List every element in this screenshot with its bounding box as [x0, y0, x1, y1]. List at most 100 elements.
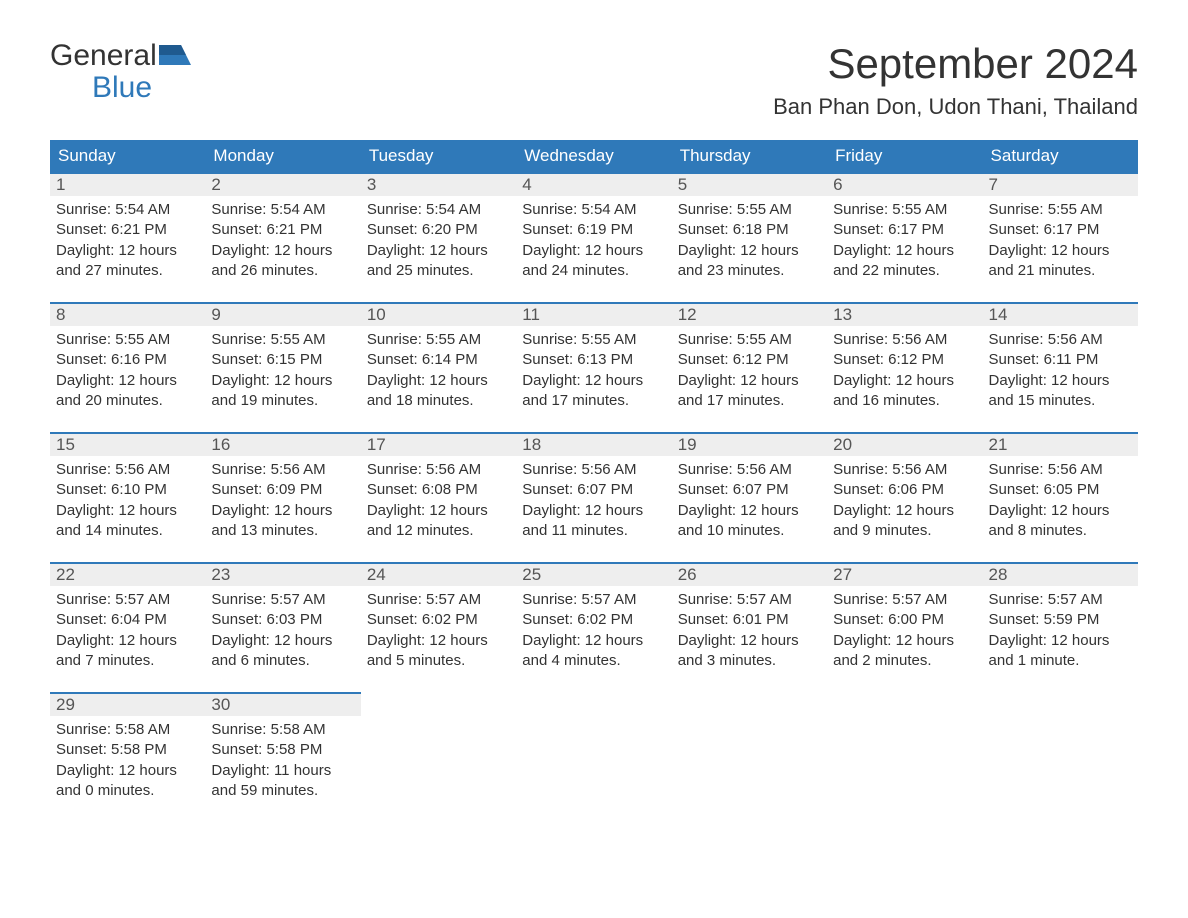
sunset-text: Sunset: 6:21 PM: [211, 220, 354, 240]
sunset-text: Sunset: 6:05 PM: [989, 480, 1132, 500]
day-number: 2: [205, 174, 360, 196]
calendar-week-row: 22Sunrise: 5:57 AMSunset: 6:04 PMDayligh…: [50, 563, 1138, 693]
calendar-day-cell: [516, 693, 671, 822]
logo-flag-icon: [159, 40, 191, 72]
calendar-table: Sunday Monday Tuesday Wednesday Thursday…: [50, 140, 1138, 822]
daylight-text: Daylight: 12 hours and 13 minutes.: [211, 501, 354, 542]
day-number: 1: [50, 174, 205, 196]
day-body: Sunrise: 5:55 AMSunset: 6:14 PMDaylight:…: [361, 326, 516, 417]
sunrise-text: Sunrise: 5:55 AM: [678, 330, 821, 350]
day-body: Sunrise: 5:57 AMSunset: 6:04 PMDaylight:…: [50, 586, 205, 677]
day-number: 10: [361, 304, 516, 326]
sunset-text: Sunset: 6:14 PM: [367, 350, 510, 370]
daylight-text: Daylight: 12 hours and 10 minutes.: [678, 501, 821, 542]
day-body: Sunrise: 5:55 AMSunset: 6:18 PMDaylight:…: [672, 196, 827, 287]
sunset-text: Sunset: 6:15 PM: [211, 350, 354, 370]
logo-text-top: General: [50, 40, 157, 72]
col-monday: Monday: [205, 140, 360, 173]
calendar-day-cell: [672, 693, 827, 822]
calendar-day-cell: 20Sunrise: 5:56 AMSunset: 6:06 PMDayligh…: [827, 433, 982, 563]
sunrise-text: Sunrise: 5:56 AM: [367, 460, 510, 480]
sunset-text: Sunset: 6:07 PM: [522, 480, 665, 500]
day-number: 7: [983, 174, 1138, 196]
day-number: 30: [205, 694, 360, 716]
sunset-text: Sunset: 6:09 PM: [211, 480, 354, 500]
sunrise-text: Sunrise: 5:57 AM: [367, 590, 510, 610]
calendar-day-cell: 27Sunrise: 5:57 AMSunset: 6:00 PMDayligh…: [827, 563, 982, 693]
sunset-text: Sunset: 6:17 PM: [833, 220, 976, 240]
daylight-text: Daylight: 12 hours and 27 minutes.: [56, 241, 199, 282]
day-body: Sunrise: 5:55 AMSunset: 6:12 PMDaylight:…: [672, 326, 827, 417]
calendar-day-cell: 12Sunrise: 5:55 AMSunset: 6:12 PMDayligh…: [672, 303, 827, 433]
day-number: 26: [672, 564, 827, 586]
calendar-day-cell: 11Sunrise: 5:55 AMSunset: 6:13 PMDayligh…: [516, 303, 671, 433]
sunset-text: Sunset: 6:20 PM: [367, 220, 510, 240]
daylight-text: Daylight: 12 hours and 22 minutes.: [833, 241, 976, 282]
day-number: 24: [361, 564, 516, 586]
daylight-text: Daylight: 12 hours and 2 minutes.: [833, 631, 976, 672]
calendar-week-row: 29Sunrise: 5:58 AMSunset: 5:58 PMDayligh…: [50, 693, 1138, 822]
sunset-text: Sunset: 6:10 PM: [56, 480, 199, 500]
daylight-text: Daylight: 12 hours and 17 minutes.: [522, 371, 665, 412]
sunrise-text: Sunrise: 5:57 AM: [678, 590, 821, 610]
day-number: 20: [827, 434, 982, 456]
calendar-day-cell: 16Sunrise: 5:56 AMSunset: 6:09 PMDayligh…: [205, 433, 360, 563]
sunset-text: Sunset: 6:13 PM: [522, 350, 665, 370]
day-body: Sunrise: 5:56 AMSunset: 6:07 PMDaylight:…: [672, 456, 827, 547]
sunrise-text: Sunrise: 5:54 AM: [522, 200, 665, 220]
sunrise-text: Sunrise: 5:56 AM: [989, 330, 1132, 350]
header: General Blue September 2024 Ban Phan Don…: [50, 40, 1138, 120]
day-number: 22: [50, 564, 205, 586]
day-number: 17: [361, 434, 516, 456]
sunset-text: Sunset: 6:12 PM: [678, 350, 821, 370]
day-body: Sunrise: 5:57 AMSunset: 6:02 PMDaylight:…: [361, 586, 516, 677]
day-body: Sunrise: 5:57 AMSunset: 6:01 PMDaylight:…: [672, 586, 827, 677]
day-body: Sunrise: 5:58 AMSunset: 5:58 PMDaylight:…: [50, 716, 205, 807]
daylight-text: Daylight: 11 hours and 59 minutes.: [211, 761, 354, 802]
calendar-day-cell: 19Sunrise: 5:56 AMSunset: 6:07 PMDayligh…: [672, 433, 827, 563]
logo: General Blue: [50, 40, 191, 103]
daylight-text: Daylight: 12 hours and 12 minutes.: [367, 501, 510, 542]
daylight-text: Daylight: 12 hours and 16 minutes.: [833, 371, 976, 412]
day-body: Sunrise: 5:57 AMSunset: 6:03 PMDaylight:…: [205, 586, 360, 677]
sunset-text: Sunset: 6:03 PM: [211, 610, 354, 630]
day-number: 21: [983, 434, 1138, 456]
calendar-day-cell: 2Sunrise: 5:54 AMSunset: 6:21 PMDaylight…: [205, 173, 360, 303]
calendar-day-cell: 8Sunrise: 5:55 AMSunset: 6:16 PMDaylight…: [50, 303, 205, 433]
calendar-day-cell: 25Sunrise: 5:57 AMSunset: 6:02 PMDayligh…: [516, 563, 671, 693]
calendar-day-cell: 1Sunrise: 5:54 AMSunset: 6:21 PMDaylight…: [50, 173, 205, 303]
calendar-day-cell: 24Sunrise: 5:57 AMSunset: 6:02 PMDayligh…: [361, 563, 516, 693]
day-body: Sunrise: 5:57 AMSunset: 6:02 PMDaylight:…: [516, 586, 671, 677]
sunrise-text: Sunrise: 5:56 AM: [833, 460, 976, 480]
daylight-text: Daylight: 12 hours and 5 minutes.: [367, 631, 510, 672]
sunrise-text: Sunrise: 5:57 AM: [56, 590, 199, 610]
sunrise-text: Sunrise: 5:58 AM: [56, 720, 199, 740]
calendar-week-row: 15Sunrise: 5:56 AMSunset: 6:10 PMDayligh…: [50, 433, 1138, 563]
calendar-day-cell: 30Sunrise: 5:58 AMSunset: 5:58 PMDayligh…: [205, 693, 360, 822]
sunrise-text: Sunrise: 5:54 AM: [367, 200, 510, 220]
col-sunday: Sunday: [50, 140, 205, 173]
sunset-text: Sunset: 6:07 PM: [678, 480, 821, 500]
day-body: Sunrise: 5:56 AMSunset: 6:08 PMDaylight:…: [361, 456, 516, 547]
sunrise-text: Sunrise: 5:55 AM: [211, 330, 354, 350]
daylight-text: Daylight: 12 hours and 4 minutes.: [522, 631, 665, 672]
day-body: Sunrise: 5:56 AMSunset: 6:12 PMDaylight:…: [827, 326, 982, 417]
calendar-week-row: 1 Sunrise: 5:54 AM Sunset: 6:21 PM Daylight…: [50, 173, 1138, 303]
sunset-text: Sunset: 6:01 PM: [678, 610, 821, 630]
calendar-day-cell: 5Sunrise: 5:55 AMSunset: 6:18 PMDaylight…: [672, 173, 827, 303]
day-body: Sunrise: 5:56 AMSunset: 6:06 PMDaylight:…: [827, 456, 982, 547]
day-number: 25: [516, 564, 671, 586]
day-number: 19: [672, 434, 827, 456]
sunset-text: Sunset: 6:00 PM: [833, 610, 976, 630]
daylight-text: Daylight: 12 hours and 6 minutes.: [211, 631, 354, 672]
calendar-day-cell: [827, 693, 982, 822]
day-number: 13: [827, 304, 982, 326]
calendar-day-cell: 28Sunrise: 5:57 AMSunset: 5:59 PMDayligh…: [983, 563, 1138, 693]
calendar-day-cell: 6Sunrise: 5:55 AMSunset: 6:17 PMDaylight…: [827, 173, 982, 303]
daylight-text: Daylight: 12 hours and 25 minutes.: [367, 241, 510, 282]
sunset-text: Sunset: 6:18 PM: [678, 220, 821, 240]
sunrise-text: Sunrise: 5:56 AM: [989, 460, 1132, 480]
sunset-text: Sunset: 6:17 PM: [989, 220, 1132, 240]
sunset-text: Sunset: 6:06 PM: [833, 480, 976, 500]
logo-top-line: General: [50, 40, 191, 72]
